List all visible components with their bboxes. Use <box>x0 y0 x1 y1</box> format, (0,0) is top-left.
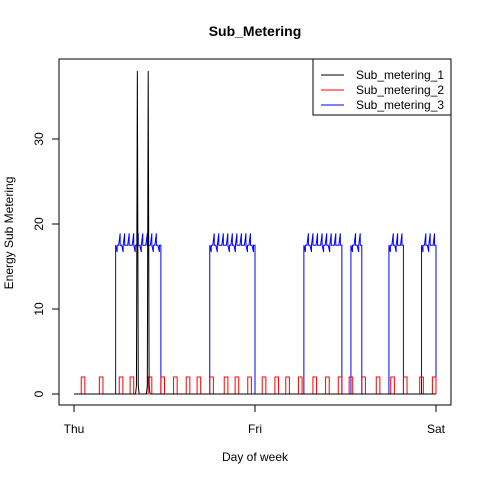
chart-title: Sub_Metering <box>209 23 302 39</box>
x-axis: Thu Fri Sat <box>64 404 446 436</box>
y-tick-label: 0 <box>32 390 46 397</box>
y-axis-label: Energy Sub Metering <box>2 177 16 290</box>
legend-label: Sub_metering_1 <box>356 68 444 82</box>
x-tick-label: Sat <box>427 422 446 436</box>
series-line-sub-metering-3 <box>74 233 437 395</box>
legend-label: Sub_metering_3 <box>356 98 444 112</box>
legend: Sub_metering_1Sub_metering_2Sub_metering… <box>312 58 452 116</box>
x-axis-label: Day of week <box>222 450 289 464</box>
series-line-sub-metering-2 <box>74 376 437 395</box>
y-tick-label: 10 <box>32 302 46 316</box>
legend-label: Sub_metering_2 <box>356 83 444 97</box>
series-layer <box>74 70 437 395</box>
y-axis: 0 10 20 30 <box>32 132 60 397</box>
legend-box <box>312 58 452 116</box>
series-line-sub-metering-1 <box>74 70 436 395</box>
x-tick-label: Fri <box>248 422 262 436</box>
y-tick-label: 20 <box>32 217 46 231</box>
x-tick-label: Thu <box>64 422 85 436</box>
y-tick-label: 30 <box>32 132 46 146</box>
